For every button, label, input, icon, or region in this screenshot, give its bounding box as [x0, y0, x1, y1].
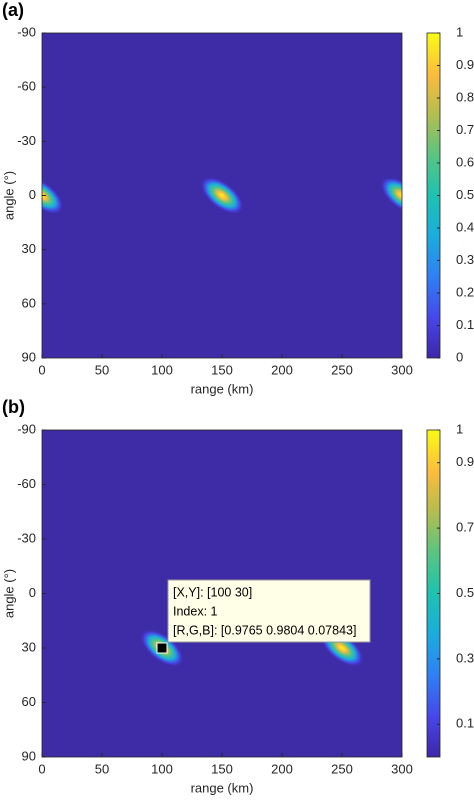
y-tick-label: -90 [17, 421, 36, 436]
datatip-box [167, 579, 371, 643]
x-tick-label: 200 [271, 362, 293, 377]
x-tick-label: 150 [211, 362, 233, 377]
datatip-text: [R,G,B]: [0.9765 0.9804 0.07843] [173, 623, 356, 637]
colorbar-tick-label: 0.1 [456, 716, 474, 731]
x-axis-label: range (km) [191, 780, 254, 795]
x-tick-label: 200 [271, 761, 293, 776]
heatmap-layer [42, 176, 402, 215]
colorbar-tick-label: 0.9 [456, 454, 474, 469]
y-tick-label: -30 [17, 530, 36, 545]
colorbar-tick-label: 0.3 [456, 650, 474, 665]
y-tick-label: -90 [17, 24, 36, 39]
colorbar-tick-label: 0.5 [456, 585, 474, 600]
x-tick-label: 50 [95, 761, 109, 776]
colorbar-tick-label: 0.4 [456, 219, 474, 234]
y-tick-label: 30 [22, 241, 36, 256]
datatip-marker [156, 642, 168, 654]
y-tick-label: 60 [22, 295, 36, 310]
x-tick-label: 150 [211, 761, 233, 776]
colorbar-tick-label: 0.5 [456, 187, 474, 202]
colorbar-tick-label: 0.7 [456, 520, 474, 535]
x-tick-label: 300 [391, 761, 413, 776]
colorbar-tick-label: 0.9 [456, 57, 474, 72]
datatip-text: [X,Y]: [100 30] [173, 585, 252, 599]
panel-label: (a) [2, 0, 24, 20]
datatip-text: Index: 1 [173, 604, 218, 618]
colorbar-tick-label: 0.8 [456, 89, 474, 104]
colorbar-tick-label: 0.2 [456, 284, 474, 299]
y-tick-label: 90 [22, 349, 36, 364]
x-tick-label: 50 [95, 362, 109, 377]
heatmap-peak [200, 176, 244, 215]
y-axis-label: angle (°) [1, 569, 16, 618]
colorbar-tick-label: 1 [456, 421, 463, 436]
heatmap-peak [42, 176, 64, 215]
y-tick-label: -60 [17, 79, 36, 94]
x-tick-label: 250 [331, 761, 353, 776]
heatmap-peak [380, 176, 402, 215]
x-tick-label: 0 [38, 761, 45, 776]
y-tick-label: 30 [22, 639, 36, 654]
y-axis-label: angle (°) [1, 171, 16, 220]
y-tick-label: -60 [17, 476, 36, 491]
y-tick-label: 0 [29, 585, 36, 600]
y-tick-label: 60 [22, 694, 36, 709]
y-tick-label: 0 [29, 187, 36, 202]
y-tick-label: 90 [22, 748, 36, 763]
colorbar-tick-label: 0.3 [456, 252, 474, 267]
x-tick-label: 100 [151, 761, 173, 776]
x-tick-label: 250 [331, 362, 353, 377]
colorbar-tick-label: 0.7 [456, 122, 474, 137]
x-axis-label: range (km) [191, 381, 254, 396]
colorbar-tick-label: 1 [456, 24, 463, 39]
y-tick-label: -30 [17, 133, 36, 148]
colorbar-tick-label: 0.1 [456, 317, 474, 332]
x-tick-label: 100 [151, 362, 173, 377]
colorbar-tick-label: 0.6 [456, 154, 474, 169]
panel-label: (b) [2, 397, 25, 417]
colorbar-tick-label: 0 [456, 349, 463, 364]
x-tick-label: 0 [38, 362, 45, 377]
x-tick-label: 300 [391, 362, 413, 377]
